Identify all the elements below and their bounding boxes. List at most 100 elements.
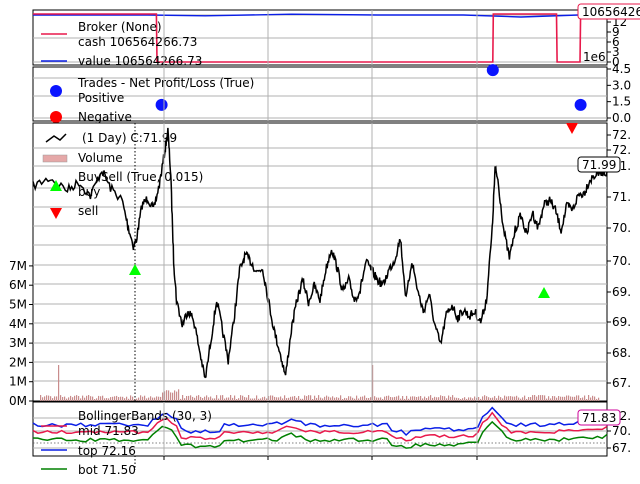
price-last-value-label: 71.99 [582, 158, 616, 172]
volume-legend-label: Volume [78, 151, 123, 165]
y-tick-label: 67. [612, 441, 631, 455]
volume-bar [596, 398, 598, 401]
bollinger-last-value-tag: 71.83 [577, 409, 621, 426]
volume-bar [594, 396, 596, 401]
y-tick-label: 71. [612, 190, 631, 204]
volume-bar [198, 395, 200, 401]
bot-band-line [32, 420, 608, 449]
positive-trade-point [155, 98, 168, 111]
volume-bar [584, 395, 586, 401]
y-tick-label: 3.0 [612, 78, 631, 92]
volume-bar [394, 396, 396, 401]
volume-bar [266, 398, 268, 401]
y-tick-label: 0 [612, 55, 620, 69]
volume-bar [68, 397, 70, 401]
volume-bar [82, 395, 84, 401]
volume-bar [292, 396, 294, 401]
volume-bar [364, 395, 366, 401]
volume-bar [94, 399, 96, 401]
volume-bar [370, 397, 372, 401]
bollinger-axes-frame [32, 401, 608, 457]
volume-bar [118, 397, 120, 401]
volume-bar [442, 396, 444, 401]
volume-bar [138, 397, 140, 401]
volume-bar [354, 398, 356, 401]
y-tick-label: 70. [612, 254, 631, 268]
y-tick-label: 69. [612, 315, 631, 329]
volume-bar [520, 398, 522, 401]
bollinger-legend: BollingerBands (30, 3) mid 71.83 top 72.… [41, 409, 212, 477]
volume-bar [406, 395, 408, 401]
volume-bar [542, 395, 544, 401]
volume-bar [492, 397, 494, 401]
volume-bar [518, 397, 520, 401]
volume-bar [80, 398, 82, 401]
volume-bar [480, 398, 482, 401]
volume-bar [468, 397, 470, 401]
volume-bar [294, 396, 296, 401]
volume-bar [156, 396, 158, 401]
volume-bar [142, 396, 144, 401]
y-tick-label: 69. [612, 285, 631, 299]
volume-bar [466, 398, 468, 401]
volume-bar [218, 398, 220, 401]
price-legend-title: (1 Day) C:71.99 [82, 131, 177, 145]
volume-bar [148, 397, 150, 401]
volume-bar [384, 396, 386, 401]
volume-bar [102, 395, 104, 401]
volume-bar [194, 397, 196, 401]
x-gridlines [163, 10, 478, 460]
volume-bar [58, 365, 60, 401]
volume-bar [494, 396, 496, 401]
volume-bar [76, 395, 78, 401]
volume-bar [262, 397, 264, 401]
sell-marker [566, 123, 578, 134]
volume-bar [366, 397, 368, 401]
top-band-line [32, 406, 608, 437]
volume-bar [306, 396, 308, 401]
bollinger-last-value-label: 71.83 [582, 411, 616, 425]
volume-tick-label: 5M [9, 298, 27, 312]
volume-bar [344, 397, 346, 401]
volume-bar [152, 397, 154, 401]
volume-bar [482, 396, 484, 401]
volume-bar [378, 397, 380, 401]
volume-bar [64, 396, 66, 401]
volume-bar [90, 396, 92, 401]
negative-legend-label: Negative [78, 110, 132, 124]
volume-ytick-labels: 0M 1M 2M 3M 4M 5M 6M 7M [9, 259, 33, 408]
volume-bar [72, 397, 74, 401]
volume-bar [336, 397, 338, 401]
volume-bar [168, 390, 170, 401]
volume-bar [440, 395, 442, 401]
volume-bar [180, 398, 182, 401]
volume-bar [176, 391, 178, 401]
volume-bar [448, 395, 450, 401]
y-tick-label: 72. [612, 128, 631, 142]
volume-bar [304, 395, 306, 401]
volume-bar [332, 396, 334, 401]
volume-bar [282, 398, 284, 401]
volume-bar [398, 395, 400, 401]
volume-bar [192, 396, 194, 401]
volume-bar [414, 396, 416, 401]
volume-bar [288, 397, 290, 401]
trades-legend-title: Trades - Net Profit/Loss (True) [77, 76, 254, 90]
price-last-value-tag: 71.99 [577, 156, 621, 173]
volume-bar [554, 396, 556, 401]
volume-bar [552, 396, 554, 401]
volume-legend-swatch [42, 154, 68, 163]
volume-bar [498, 395, 500, 401]
volume-bar [388, 395, 390, 401]
volume-bar [132, 396, 134, 401]
trades-ytick-labels: 0.0 1.5 3.0 4.5 [607, 62, 631, 125]
volume-bar [474, 396, 476, 401]
volume-bar [598, 397, 600, 401]
price-legend: (1 Day) C:71.99 Volume BuySell (True, 0.… [42, 131, 203, 219]
volume-bar [544, 395, 546, 401]
volume-bar [260, 398, 262, 401]
volume-bar [460, 399, 462, 401]
volume-bar [560, 396, 562, 401]
negative-legend-marker [50, 111, 62, 123]
